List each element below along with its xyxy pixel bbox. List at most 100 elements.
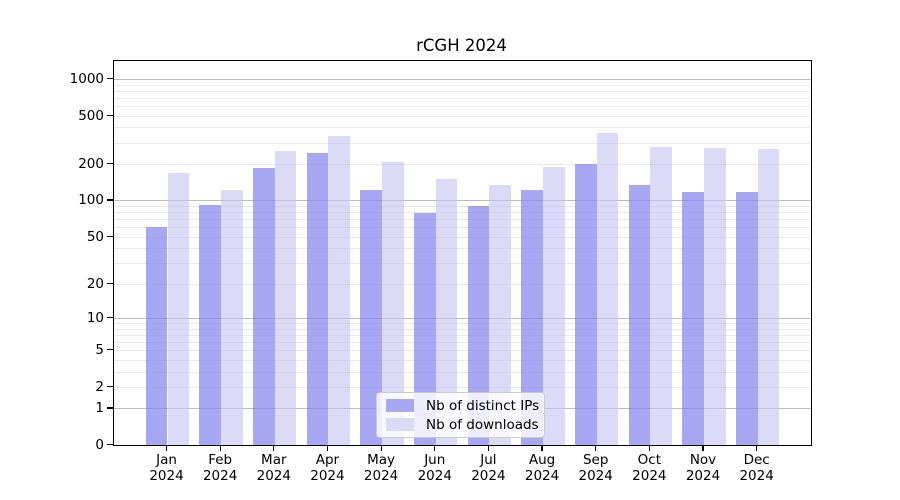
legend-swatch-distinct-ips [386,399,414,412]
bar-nb-of-distinct-ips-apr [306,152,329,445]
x-tick-label-year: 2024 [310,467,345,484]
x-tick-label-year: 2024 [471,467,506,484]
x-tick-mark [702,445,704,452]
x-tick-label-month: Jun [424,452,446,468]
x-tick-label: Aug 2024 [514,452,570,484]
x-tick-label: Jan 2024 [139,452,195,484]
x-tick-label: Apr 2024 [299,452,355,484]
bar-nb-of-distinct-ips-jul [467,205,490,445]
x-tick-mark [756,445,758,452]
x-tick-label-month: Mar [261,452,287,468]
x-tick-mark [487,445,490,452]
y-tick-label: 50 [86,228,104,245]
minor-gridline [114,283,811,285]
bar-nb-of-downloads-apr [328,136,351,445]
minor-gridline [114,115,811,117]
x-tick-label-month: Dec [743,452,770,468]
x-tick-label-month: Oct [637,452,662,468]
minor-gridline [114,263,811,265]
x-tick-mark [648,445,651,452]
x-tick-label: Sep 2024 [568,452,624,484]
x-tick-label-month: Sep [582,452,609,468]
x-tick-mark [434,445,436,452]
bar-nb-of-downloads-jan [167,173,190,445]
legend-item-distinct-ips: Nb of distinct IPs [377,397,544,414]
y-tick-mark [107,199,113,201]
minor-gridline [114,350,811,352]
y-tick-mark [107,235,113,237]
x-tick-label: Mar 2024 [246,452,302,484]
x-tick-label-year: 2024 [524,467,560,484]
y-tick-label: 100 [78,192,104,209]
legend-swatch-downloads [386,418,414,431]
minor-gridline [114,127,811,129]
bar-nb-of-downloads-jul [489,185,512,445]
major-gridline [114,200,811,202]
minor-gridline [114,227,811,229]
y-tick-mark [107,282,113,284]
bar-nb-of-downloads-feb [221,189,243,445]
major-gridline [114,317,811,319]
x-tick-label: Jun 2024 [407,452,463,484]
x-tick-label-month: May [367,452,396,468]
x-tick-label-month: Jan [156,452,177,468]
bar-nb-of-distinct-ips-dec [735,191,758,445]
major-gridline [114,78,811,80]
x-tick-label-year: 2024 [685,467,721,484]
x-tick-mark [541,445,543,452]
minor-gridline [114,236,811,238]
x-tick-label: Oct 2024 [621,452,677,484]
y-tick-label: 2 [95,378,104,395]
bar-nb-of-downloads-sep [596,132,619,445]
minor-gridline [114,371,811,373]
y-tick-mark [107,407,113,409]
y-tick-mark [107,349,113,351]
bar-nb-of-distinct-ips-oct [628,185,651,445]
y-tick-mark [107,385,113,388]
bar-nb-of-distinct-ips-may [360,190,383,445]
minor-gridline [114,248,811,250]
bar-nb-of-distinct-ips-aug [521,189,544,445]
minor-gridline [114,359,811,361]
bar-nb-of-distinct-ips-feb [199,205,222,445]
x-tick-mark [380,445,382,452]
minor-gridline [114,205,811,207]
y-tick-label: 5 [95,342,104,359]
legend-label-distinct-ips: Nb of distinct IPs [426,397,540,414]
bar-nb-of-downloads-may [382,162,404,445]
x-tick-mark [219,445,221,452]
y-tick-mark [107,163,113,165]
bar-nb-of-downloads-jun [435,179,458,445]
y-tick-label: 1 [95,400,104,417]
x-tick-label-month: Jul [480,452,497,468]
x-tick-label: Feb 2024 [192,452,248,484]
x-tick-label-year: 2024 [739,467,774,484]
bar-nb-of-downloads-mar [274,150,297,445]
plot-area [113,60,812,446]
minor-gridline [114,97,811,99]
minor-gridline [114,164,811,165]
x-tick-label-month: Nov [689,452,717,468]
bar-nb-of-downloads-oct [650,146,673,445]
bar-nb-of-distinct-ips-jan [145,227,168,445]
x-tick-mark [595,445,597,452]
y-tick-label: 10 [86,309,104,326]
x-tick-mark [326,445,329,452]
y-tick-mark [107,444,113,446]
minor-gridline [114,84,811,86]
minor-gridline [114,212,811,214]
minor-gridline [114,386,811,388]
y-tick-mark [107,316,113,319]
x-tick-label-year: 2024 [363,467,399,484]
y-tick-label: 20 [86,275,104,292]
x-tick-label-year: 2024 [149,467,184,484]
x-tick-label-month: Aug [528,452,556,468]
x-tick-label-year: 2024 [417,467,452,484]
minor-gridline [114,323,811,324]
bar-nb-of-distinct-ips-mar [253,167,275,445]
x-tick-label-year: 2024 [632,467,667,484]
bar-nb-of-distinct-ips-jun [414,213,436,445]
minor-gridline [114,105,811,107]
bar-nb-of-distinct-ips-sep [575,164,597,445]
x-tick-label-year: 2024 [202,467,238,484]
